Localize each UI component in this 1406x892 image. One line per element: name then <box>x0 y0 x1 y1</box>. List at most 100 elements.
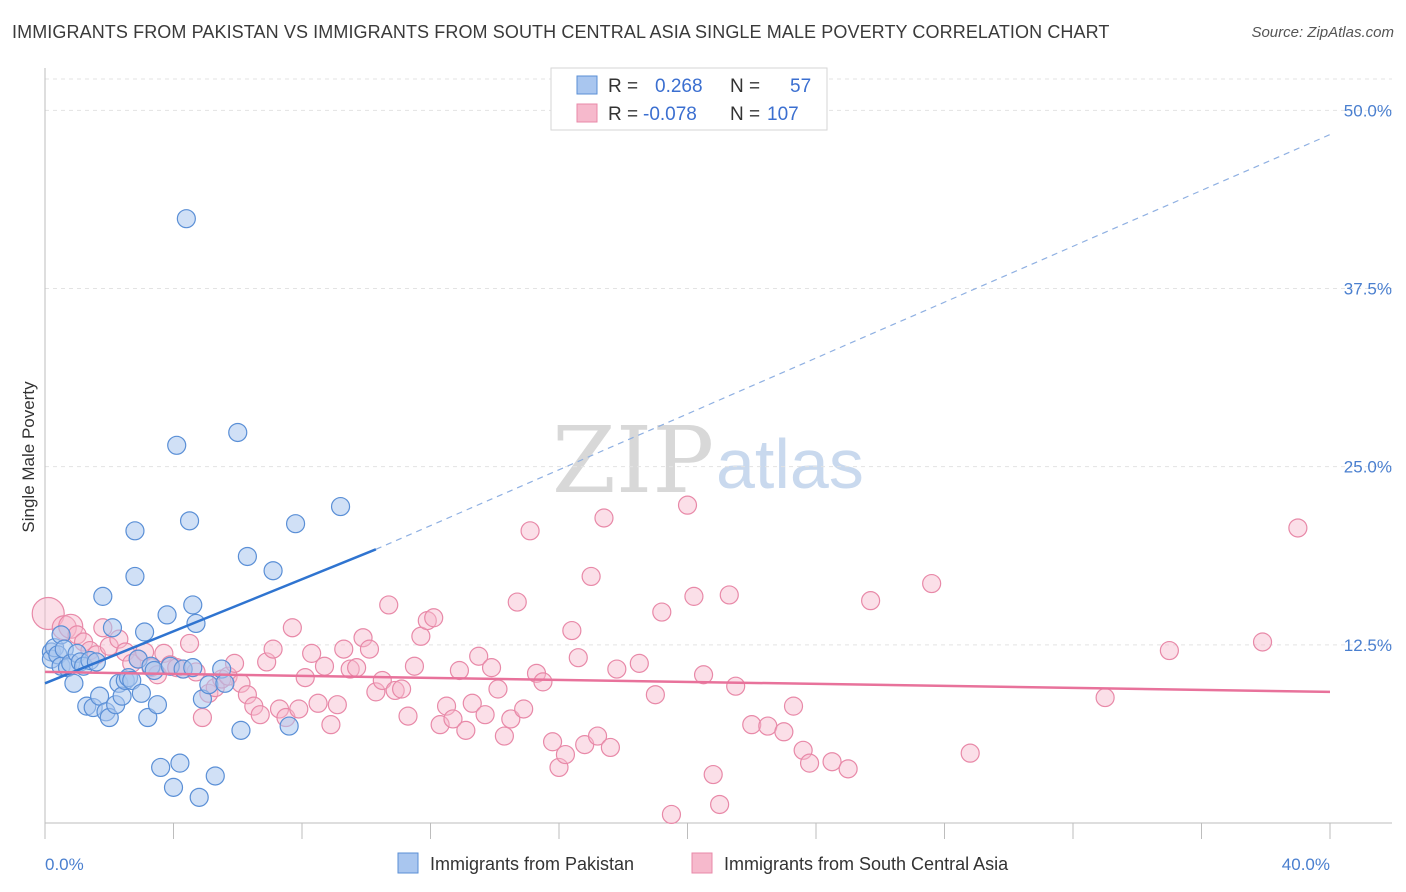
data-point-pakistan <box>125 566 145 587</box>
data-point-south-central-asia <box>514 699 534 719</box>
data-point-pakistan <box>179 511 200 531</box>
data-point-pakistan <box>189 787 209 807</box>
data-point-south-central-asia <box>314 656 335 676</box>
data-point-south-central-asia <box>533 672 553 692</box>
data-point-south-central-asia <box>1159 640 1179 661</box>
data-point-south-central-asia <box>960 743 980 763</box>
data-point-south-central-asia <box>838 759 858 779</box>
series-pakistan-points <box>41 209 351 807</box>
data-point-south-central-asia <box>340 659 360 679</box>
data-point-south-central-asia <box>774 722 794 742</box>
data-point-south-central-asia <box>600 737 621 758</box>
stats-r-value-2: -0.078 <box>643 104 697 125</box>
stats-n-label-2: N = <box>730 104 760 125</box>
data-point-south-central-asia <box>379 595 399 615</box>
x-tick-label: 0.0% <box>45 855 84 874</box>
data-point-south-central-asia <box>282 618 302 638</box>
source-attribution: Source: ZipAtlas.com <box>1251 24 1394 41</box>
series-south-central-asia-points <box>31 495 1308 825</box>
data-point-south-central-asia <box>321 715 341 735</box>
data-point-south-central-asia <box>443 709 463 729</box>
data-point-south-central-asia <box>385 680 405 701</box>
data-point-south-central-asia <box>758 716 778 736</box>
data-point-pakistan <box>138 707 158 728</box>
data-point-south-central-asia <box>799 753 820 773</box>
legend-label-south-central-asia: Immigrants from South Central Asia <box>724 854 1009 874</box>
data-point-south-central-asia <box>507 592 527 612</box>
data-point-south-central-asia <box>308 693 328 713</box>
data-point-pakistan <box>122 670 142 691</box>
data-point-pakistan <box>151 757 171 778</box>
stats-r-value-1: 0.268 <box>655 76 703 97</box>
data-point-south-central-asia <box>263 639 283 659</box>
data-point-south-central-asia <box>192 707 213 728</box>
data-point-south-central-asia <box>237 685 257 705</box>
data-point-pakistan <box>147 695 168 715</box>
data-point-south-central-asia <box>481 658 502 678</box>
stats-legend-swatch-blue <box>576 75 598 95</box>
data-point-pakistan <box>205 766 225 786</box>
legend-swatch-pakistan <box>397 852 419 874</box>
data-point-pakistan <box>93 586 113 606</box>
data-point-south-central-asia <box>424 608 444 628</box>
trend-line-pakistan <box>44 548 377 685</box>
data-point-pakistan <box>144 660 164 681</box>
data-point-pakistan <box>112 686 132 706</box>
chart-title: IMMIGRANTS FROM PAKISTAN VS IMMIGRANTS F… <box>12 22 1110 42</box>
data-point-pakistan <box>163 777 184 797</box>
data-point-pakistan <box>183 595 203 615</box>
data-point-pakistan <box>183 658 203 678</box>
data-point-pakistan <box>131 683 151 703</box>
data-point-pakistan <box>237 546 257 567</box>
data-point-south-central-asia <box>587 726 608 746</box>
data-point-pakistan <box>102 618 123 638</box>
data-point-south-central-asia <box>568 648 588 668</box>
data-point-pakistan <box>64 673 84 693</box>
data-point-pakistan <box>167 435 187 455</box>
data-point-south-central-asia <box>726 676 746 696</box>
data-point-pakistan <box>228 422 248 443</box>
data-point-south-central-asia <box>404 656 425 676</box>
data-point-south-central-asia <box>359 639 380 659</box>
data-point-south-central-asia <box>645 685 665 705</box>
data-point-south-central-asia <box>295 668 315 688</box>
stats-r-label-2: R = <box>608 104 638 125</box>
legend-label-pakistan: Immigrants from Pakistan <box>430 854 634 874</box>
watermark-atlas: atlas <box>716 425 864 503</box>
data-point-south-central-asia <box>488 679 508 699</box>
data-point-south-central-asia <box>456 720 476 740</box>
data-point-south-central-asia <box>347 658 367 678</box>
data-point-pakistan <box>199 675 219 695</box>
data-point-south-central-asia <box>398 706 418 726</box>
data-point-south-central-asia <box>391 679 412 699</box>
data-point-pakistan <box>176 209 196 229</box>
data-point-south-central-asia <box>542 732 563 752</box>
data-point-south-central-asia <box>462 693 482 713</box>
y-axis-ticks: 12.5% 25.0% 37.5% 50.0% <box>1344 101 1392 654</box>
x-tick-label: 40.0% <box>1282 855 1330 874</box>
data-point-south-central-asia <box>703 764 723 785</box>
watermark: ZIP atlas <box>552 407 864 514</box>
y-tick-label: 25.0% <box>1344 458 1392 477</box>
data-point-pakistan <box>157 605 177 625</box>
data-point-south-central-asia <box>469 646 489 666</box>
axes <box>44 68 1392 824</box>
data-point-pakistan <box>279 716 299 736</box>
y-tick-label: 37.5% <box>1344 280 1392 299</box>
data-point-south-central-asia <box>520 521 540 541</box>
data-point-south-central-asia <box>710 794 730 815</box>
data-point-pakistan <box>330 496 351 517</box>
data-point-pakistan <box>134 622 155 642</box>
data-point-south-central-asia <box>250 705 270 725</box>
stats-n-label-1: N = <box>730 76 760 97</box>
data-point-south-central-asia <box>353 628 373 648</box>
trend-line-pakistan-extrapolated <box>375 134 1331 550</box>
data-point-south-central-asia <box>822 752 842 772</box>
data-point-south-central-asia <box>677 495 698 515</box>
data-point-south-central-asia <box>861 591 881 611</box>
data-point-pakistan <box>263 561 283 581</box>
data-point-south-central-asia <box>594 508 614 528</box>
data-point-south-central-asia <box>555 744 576 765</box>
data-point-south-central-asia <box>366 682 386 702</box>
